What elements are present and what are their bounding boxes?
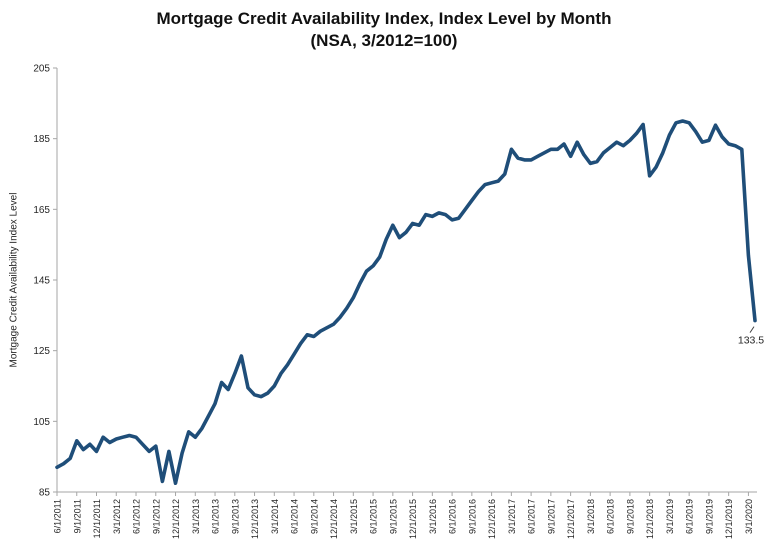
last-value-leader bbox=[749, 326, 755, 333]
x-tick-label: 12/1/2015 bbox=[408, 499, 418, 539]
x-tick-label: 9/1/2017 bbox=[546, 499, 556, 534]
y-axis-label: Mortgage Credit Availability Index Level bbox=[8, 192, 20, 368]
y-tick-label: 165 bbox=[33, 205, 50, 216]
x-tick-label: 12/1/2018 bbox=[645, 499, 655, 539]
y-tick-label: 145 bbox=[33, 276, 50, 287]
x-tick-label: 6/1/2014 bbox=[290, 499, 300, 534]
chart-subtitle: (NSA, 3/2012=100) bbox=[310, 31, 458, 50]
x-tick-label: 9/1/2019 bbox=[704, 499, 714, 534]
x-tick-label: 12/1/2017 bbox=[566, 499, 576, 539]
x-tick-label: 6/1/2011 bbox=[53, 499, 63, 533]
x-tick-label: 3/1/2019 bbox=[665, 499, 675, 534]
y-tick-label: 85 bbox=[39, 488, 51, 499]
x-tick-label: 3/1/2014 bbox=[270, 499, 280, 534]
x-tick-label: 6/1/2019 bbox=[685, 499, 695, 534]
x-tick-label: 12/1/2012 bbox=[171, 499, 181, 539]
x-tick-label: 6/1/2017 bbox=[527, 499, 537, 534]
x-tick-label: 3/1/2012 bbox=[112, 499, 122, 534]
mcai-line bbox=[55, 119, 757, 486]
x-tick-label: 3/1/2015 bbox=[349, 499, 359, 534]
x-tick-label: 3/1/2016 bbox=[428, 499, 438, 534]
x-tick-label: 9/1/2016 bbox=[467, 499, 477, 534]
y-tick-label: 185 bbox=[33, 134, 50, 145]
x-tick-label: 9/1/2013 bbox=[230, 499, 240, 534]
x-tick-label: 6/1/2015 bbox=[369, 499, 379, 534]
x-tick-label: 6/1/2012 bbox=[132, 499, 142, 534]
x-tick-label: 3/1/2018 bbox=[586, 499, 596, 534]
x-tick-label: 9/1/2011 bbox=[72, 499, 82, 533]
x-tick-label: 12/1/2019 bbox=[724, 499, 734, 539]
x-tick-label: 12/1/2014 bbox=[329, 499, 339, 539]
x-tick-label: 12/1/2013 bbox=[250, 499, 260, 539]
y-tick-label: 205 bbox=[33, 64, 50, 75]
x-tick-label: 6/1/2013 bbox=[211, 499, 221, 534]
x-tick-label: 9/1/2012 bbox=[151, 499, 161, 534]
x-tick-label: 3/1/2017 bbox=[507, 499, 517, 534]
x-tick-label: 6/1/2016 bbox=[448, 499, 458, 534]
x-tick-label: 9/1/2014 bbox=[309, 499, 319, 534]
x-tick-label: 12/1/2011 bbox=[92, 499, 102, 538]
y-tick-label: 105 bbox=[33, 417, 50, 428]
x-tick-label: 9/1/2018 bbox=[625, 499, 635, 534]
x-tick-label: 6/1/2018 bbox=[606, 499, 616, 534]
chart-title: Mortgage Credit Availability Index, Inde… bbox=[156, 9, 612, 28]
y-tick-label: 125 bbox=[33, 346, 50, 357]
x-tick-label: 9/1/2015 bbox=[388, 499, 398, 534]
x-tick-label: 12/1/2016 bbox=[487, 499, 497, 539]
last-value-label: 133.5 bbox=[738, 335, 764, 347]
x-tick-label: 3/1/2020 bbox=[744, 499, 754, 534]
x-tick-label: 3/1/2013 bbox=[191, 499, 201, 534]
